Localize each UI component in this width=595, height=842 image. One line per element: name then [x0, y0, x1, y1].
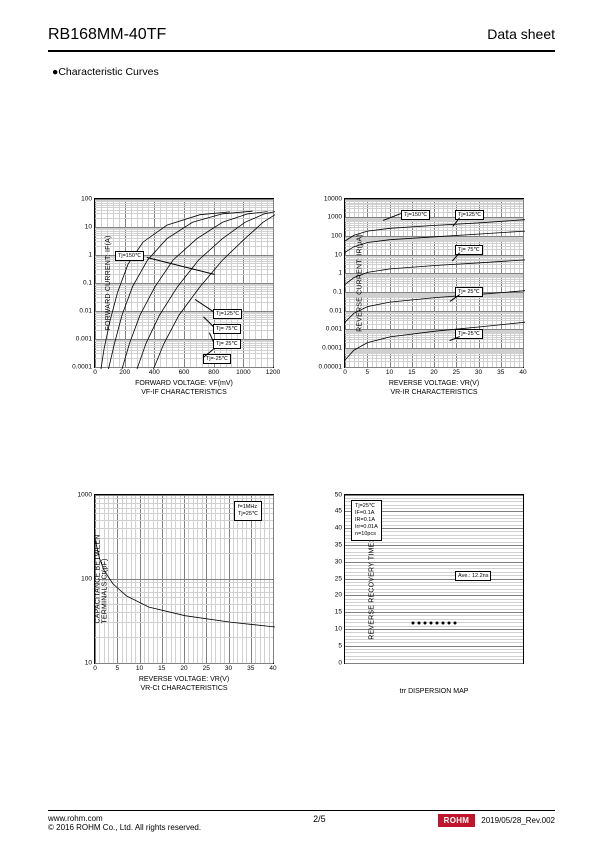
doc-type: Data sheet [487, 26, 555, 42]
footer-right: ROHM 2019/05/28_Rev.002 [438, 814, 555, 827]
footer: www.rohm.com © 2016 ROHM Co., Ltd. All r… [0, 810, 595, 842]
footer-left: www.rohm.com © 2016 ROHM Co., Ltd. All r… [48, 814, 201, 832]
revision: 2019/05/28_Rev.002 [481, 816, 555, 825]
rohm-badge: ROHM [438, 814, 476, 827]
footer-rule [48, 810, 555, 811]
section-title: ●Characteristic Curves [0, 52, 595, 84]
part-number: RB168MM-40TF [48, 26, 166, 44]
footer-copyright: © 2016 ROHM Co., Ltd. All rights reserve… [48, 823, 201, 832]
footer-url: www.rohm.com [48, 814, 201, 823]
page-number: 2/5 [313, 814, 326, 824]
